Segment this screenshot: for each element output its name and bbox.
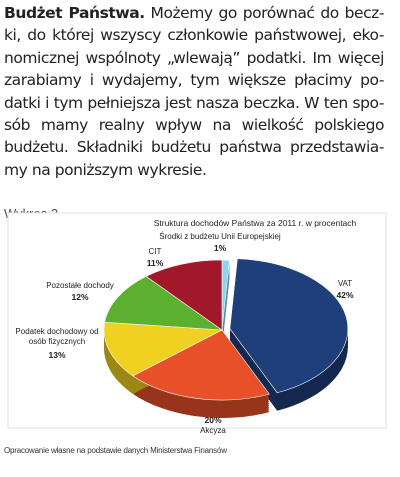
slice-label: Pozostałe dochody bbox=[46, 281, 114, 290]
slice-label: CIT bbox=[148, 247, 162, 256]
slice bbox=[103, 321, 224, 377]
lead: Budżet Państwa. bbox=[4, 4, 145, 22]
value-label: 20% bbox=[204, 415, 222, 425]
text-line: ki, do której wszyscy członkowie państwo… bbox=[4, 26, 384, 45]
slice-label: Środki z budżetu Unii Europejskiej bbox=[159, 232, 281, 241]
value-label: 12% bbox=[71, 292, 89, 302]
text-line: datki i tym pełniejsza jest nasza beczka… bbox=[4, 93, 384, 112]
slice bbox=[229, 258, 349, 394]
value-label: 1% bbox=[213, 243, 227, 253]
slice bbox=[132, 329, 270, 401]
slice bbox=[104, 276, 224, 331]
slice-label: Akcyza bbox=[200, 426, 226, 435]
source: Opracowanie własne na podstawie danych M… bbox=[4, 446, 227, 455]
text-line: budżetu. Składniki budżetu państwa przed… bbox=[4, 138, 384, 157]
chart-title: Struktura dochodów Państwa za 2011 r. w … bbox=[154, 218, 357, 228]
text: Możemy go porównać do becz- bbox=[150, 4, 384, 22]
pie-tops bbox=[103, 258, 349, 401]
text-line: my na poniższym wykresie. bbox=[4, 160, 207, 179]
slice-label: VAT bbox=[337, 279, 353, 288]
value-label: 11% bbox=[146, 258, 164, 268]
text-line: sób mamy realny wpływ na wielkość polski… bbox=[4, 116, 384, 135]
paragraph: Budżet Państwa. Możemy go porównać do be… bbox=[4, 2, 384, 181]
value-label: 42% bbox=[336, 290, 354, 300]
slice bbox=[145, 259, 223, 331]
text-line: zarabiamy i wydajemy, tym większe płacim… bbox=[4, 71, 384, 90]
value-label: 13% bbox=[48, 350, 66, 360]
slice-label: Podatek dochodowy od osób fizycznych bbox=[15, 327, 99, 346]
text-line: nomicznej wspólnoty „wlewają” podatki. I… bbox=[4, 48, 384, 67]
text-line: Budżet Państwa. Możemy go porównać do be… bbox=[4, 2, 384, 24]
